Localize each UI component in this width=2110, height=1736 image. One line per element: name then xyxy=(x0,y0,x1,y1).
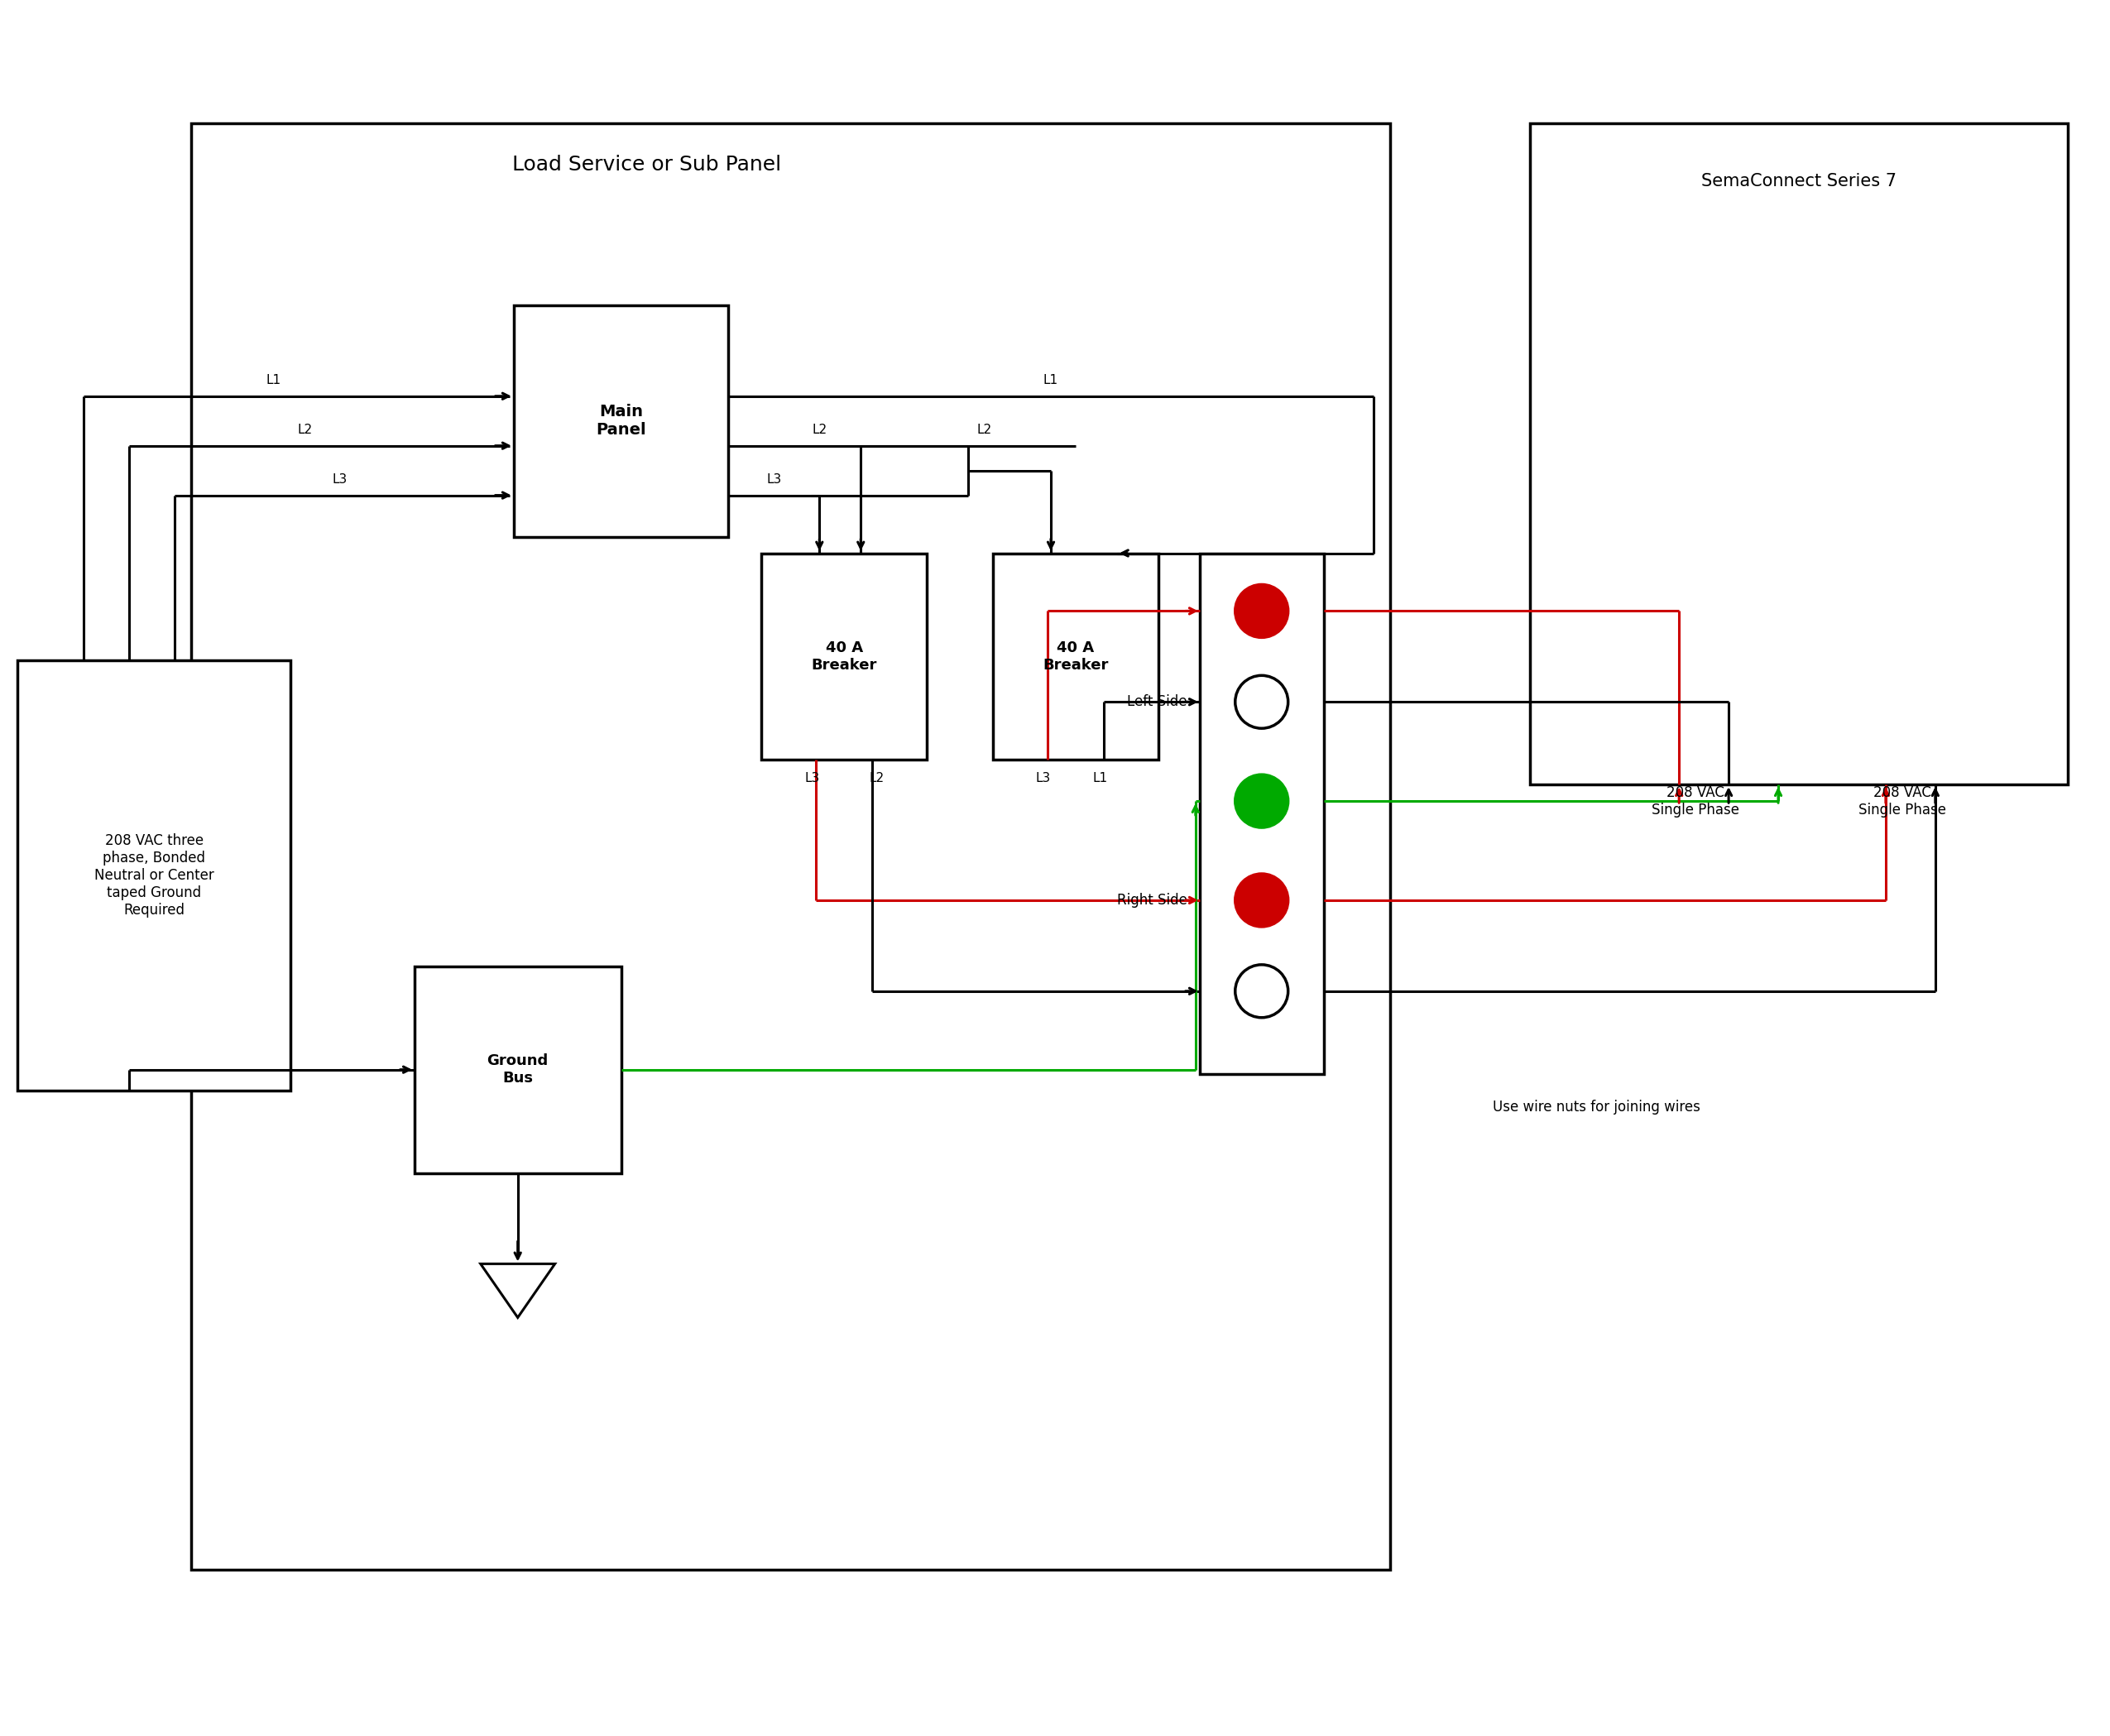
Text: L2: L2 xyxy=(298,424,312,436)
Circle shape xyxy=(1234,965,1287,1017)
Bar xyxy=(1530,123,2068,785)
Text: L3: L3 xyxy=(333,472,348,486)
Text: Right Side: Right Side xyxy=(1116,892,1188,908)
Text: 208 VAC
Single Phase: 208 VAC Single Phase xyxy=(1652,785,1739,818)
Text: 208 VAC
Single Phase: 208 VAC Single Phase xyxy=(1859,785,1945,818)
Text: SemaConnect Series 7: SemaConnect Series 7 xyxy=(1701,174,1897,189)
Bar xyxy=(994,554,1158,760)
Text: Main
Panel: Main Panel xyxy=(595,404,646,437)
Text: Ground
Bus: Ground Bus xyxy=(487,1054,549,1085)
Text: Use wire nuts for joining wires: Use wire nuts for joining wires xyxy=(1492,1099,1701,1115)
Circle shape xyxy=(1234,774,1287,828)
Text: Left Side: Left Side xyxy=(1127,694,1188,710)
Bar xyxy=(762,554,926,760)
Circle shape xyxy=(1234,675,1287,729)
Text: L2: L2 xyxy=(977,424,992,436)
Text: L2: L2 xyxy=(812,424,827,436)
Text: L2: L2 xyxy=(869,773,884,785)
Text: 208 VAC three
phase, Bonded
Neutral or Center
taped Ground
Required: 208 VAC three phase, Bonded Neutral or C… xyxy=(95,833,213,917)
Bar xyxy=(192,123,1390,1569)
Text: 40 A
Breaker: 40 A Breaker xyxy=(812,641,878,672)
Bar xyxy=(414,967,620,1174)
Bar xyxy=(513,306,728,536)
Text: L3: L3 xyxy=(804,773,819,785)
Text: L3: L3 xyxy=(766,472,781,486)
Text: L1: L1 xyxy=(266,373,281,385)
Circle shape xyxy=(1234,873,1287,927)
Polygon shape xyxy=(481,1264,555,1318)
Text: L1: L1 xyxy=(1093,773,1108,785)
Text: L1: L1 xyxy=(1042,373,1059,385)
Text: 40 A
Breaker: 40 A Breaker xyxy=(1042,641,1108,672)
Circle shape xyxy=(1234,585,1287,637)
Bar xyxy=(17,661,291,1090)
Bar xyxy=(1201,554,1323,1075)
Text: Load Service or Sub Panel: Load Service or Sub Panel xyxy=(513,155,781,175)
Text: L3: L3 xyxy=(1036,773,1051,785)
